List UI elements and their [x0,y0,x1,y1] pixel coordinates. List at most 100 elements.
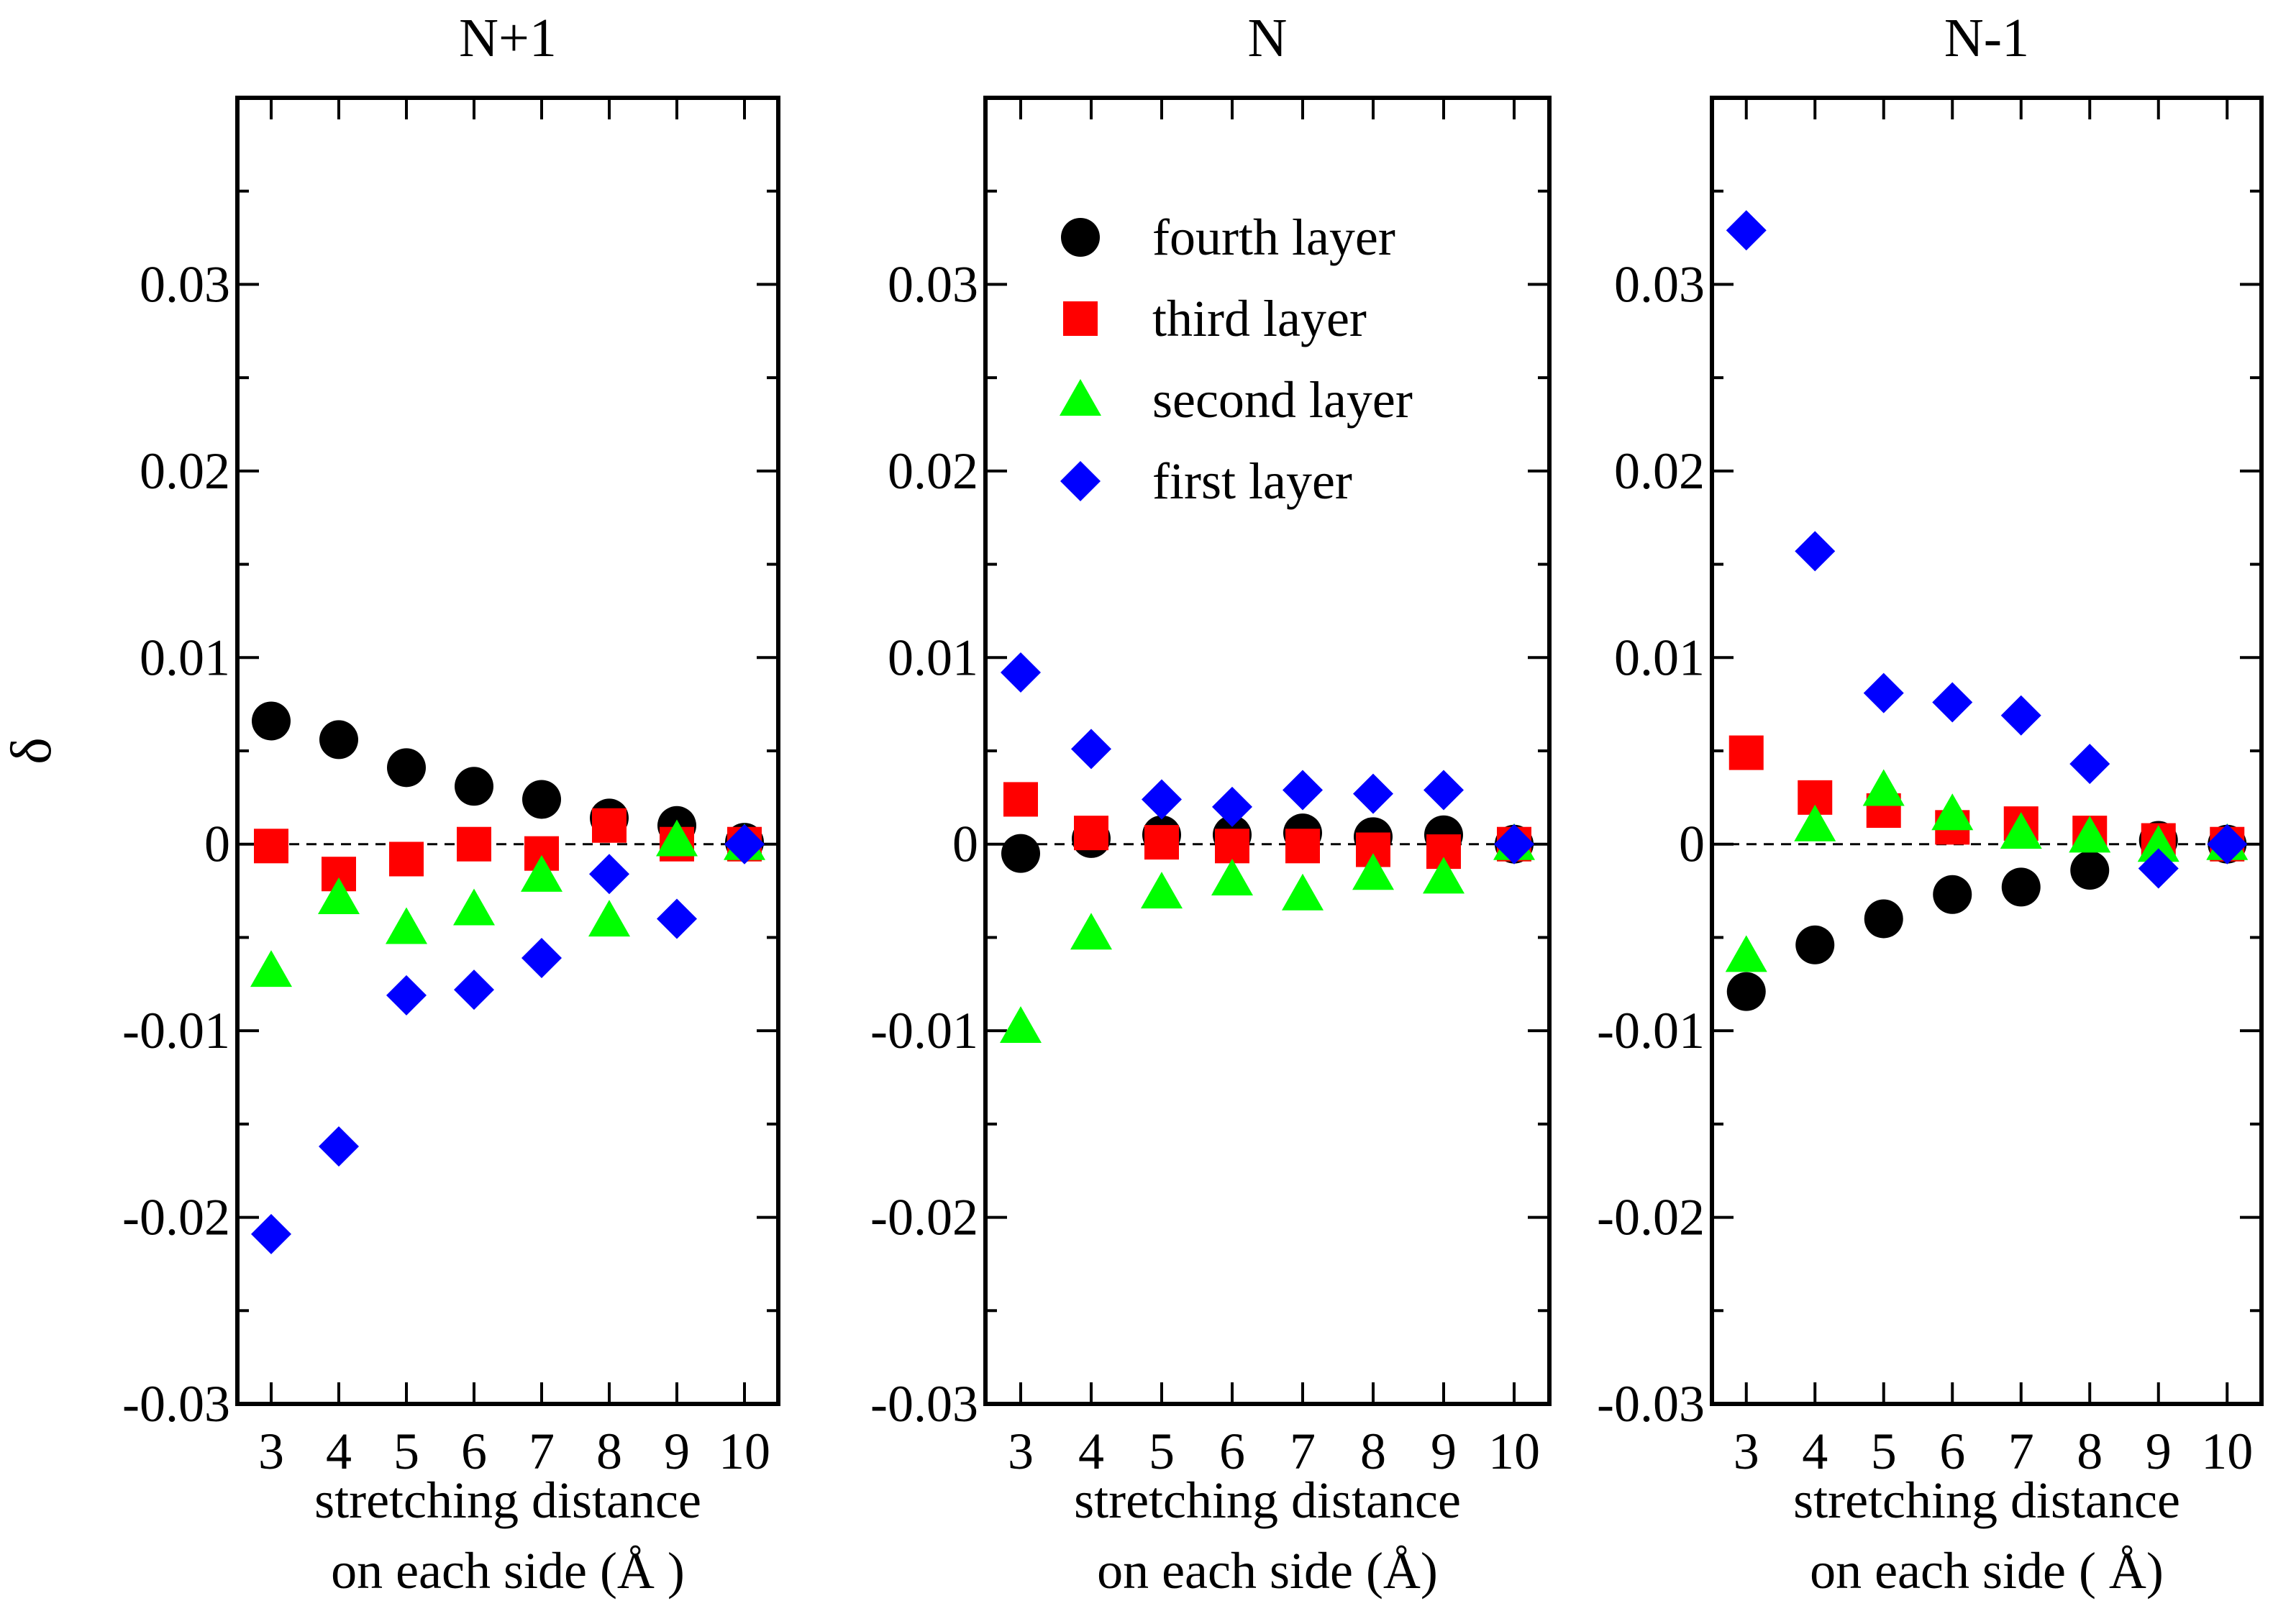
x-tick-label: 8 [2077,1423,2103,1480]
data-point-first-layer [589,854,629,895]
x-axis-label-line1: stretching distance [314,1472,701,1529]
x-tick-label: 6 [461,1423,487,1480]
y-tick-label: 0 [204,816,230,873]
x-tick-label: 4 [1078,1423,1104,1480]
x-tick-label: 8 [1360,1423,1386,1480]
x-axis-label-line2: on each side (Å ) [331,1542,685,1600]
data-point-second-layer [521,854,562,892]
data-point-first-layer [1726,210,1767,251]
data-point-second-layer [1282,873,1324,911]
legend-marker-fourth-layer [1061,218,1100,257]
legend-marker-third-layer [1063,301,1098,336]
data-point-first-layer [1142,779,1182,820]
data-point-second-layer [1211,859,1253,896]
plot-frame [1710,96,2264,1406]
data-point-second-layer [250,950,292,987]
data-point-third-layer [1144,825,1179,860]
legend-entry-second-layer: second layer [1060,371,1413,429]
legend-entry-third-layer: third layer [1063,290,1367,347]
data-point-first-layer [521,937,562,978]
data-point-first-layer [2069,744,2110,785]
x-tick-label: 5 [393,1423,419,1480]
data-point-first-layer [1424,770,1464,811]
x-tick-label: 9 [664,1423,690,1480]
data-point-third-layer [457,826,491,862]
legend-entry-fourth-layer: fourth layer [1061,209,1395,266]
data-point-fourth-layer [319,720,358,759]
y-tick-label: -0.02 [1597,1189,1705,1246]
data-point-fourth-layer [1933,875,1972,914]
data-point-fourth-layer [387,748,426,788]
y-tick-label: 0.03 [888,255,978,313]
y-tick-label: -0.03 [1597,1375,1705,1433]
data-point-fourth-layer [455,767,493,806]
legend-marker-first-layer [1060,461,1101,501]
data-point-third-layer [1215,829,1249,864]
legend-marker-second-layer [1060,379,1101,416]
x-axis-label-line1: stretching distance [1793,1472,2180,1529]
x-tick-label: 9 [2146,1423,2172,1480]
data-point-first-layer [386,975,427,1016]
x-axis-label-line2: on each side ( Å) [1810,1542,2164,1600]
panel-title: N+1 [459,8,557,68]
data-point-second-layer [1000,1005,1042,1043]
y-axis-label: δ [0,737,63,765]
x-tick-label: 4 [1802,1423,1828,1480]
data-point-first-layer [1283,770,1323,811]
y-tick-label: 0.01 [1614,629,1705,686]
panel-title: N-1 [1944,8,2029,68]
data-point-first-layer [319,1126,359,1167]
data-point-second-layer [2000,812,2042,849]
data-point-fourth-layer [252,701,291,741]
y-tick-label: -0.03 [870,1375,978,1433]
x-tick-label: 7 [529,1423,555,1480]
y-tick-label: -0.01 [1597,1002,1705,1059]
y-tick-label: -0.02 [870,1189,978,1246]
x-tick-label: 6 [1939,1423,1965,1480]
data-point-first-layer [454,970,494,1011]
y-tick-label: -0.03 [122,1375,230,1433]
data-point-second-layer [453,888,495,926]
data-point-second-layer [2137,825,2179,862]
x-tick-label: 8 [596,1423,622,1480]
x-tick-label: 10 [2201,1423,2253,1480]
legend-entry-first-layer: first layer [1060,452,1352,510]
panel-title: N [1248,8,1288,68]
y-tick-label: 0.01 [888,629,978,686]
data-point-third-layer [592,808,627,843]
data-point-first-layer [724,824,765,865]
data-point-fourth-layer [522,780,561,819]
x-tick-label: 4 [326,1423,352,1480]
x-tick-label: 6 [1219,1423,1245,1480]
x-tick-label: 3 [258,1423,284,1480]
data-point-second-layer [656,819,698,857]
y-tick-label: 0.01 [140,629,230,686]
data-point-third-layer [1003,782,1038,817]
x-axis-label-line1: stretching distance [1074,1472,1461,1529]
data-point-first-layer [1071,729,1111,770]
x-tick-label: 3 [1734,1423,1759,1480]
series-first-layer [1001,652,1534,865]
data-point-third-layer [389,841,424,877]
data-point-third-layer [1285,829,1320,864]
data-point-fourth-layer [1001,834,1040,873]
y-tick-label: -0.02 [122,1189,230,1246]
data-point-first-layer [1212,786,1252,827]
plot-area: -0.03 -0.02 -0.01 0 0.01 0.02 0.03 3 4 5 6 7 8 9 10 [122,96,780,1480]
data-point-first-layer [1863,672,1904,713]
series-first-layer [1726,210,2248,889]
y-tick-label: 0.03 [1614,255,1705,313]
y-tick-label: -0.01 [122,1002,230,1059]
data-point-fourth-layer [2001,867,2041,907]
x-tick-label: 10 [1488,1423,1540,1480]
y-tick-label: -0.01 [870,1002,978,1059]
plot-area: -0.03 -0.02 -0.01 0 0.01 0.02 0.03 3 4 5 6 7 8 9 10 [870,96,1552,1480]
data-point-first-layer [2207,824,2248,865]
y-tick-label: 0.02 [888,442,978,500]
data-point-second-layer [1070,913,1112,950]
y-tick-label: 0.03 [140,255,230,313]
x-axis-label-line2: on each side (Å) [1097,1542,1438,1600]
data-point-first-layer [2000,695,2041,736]
